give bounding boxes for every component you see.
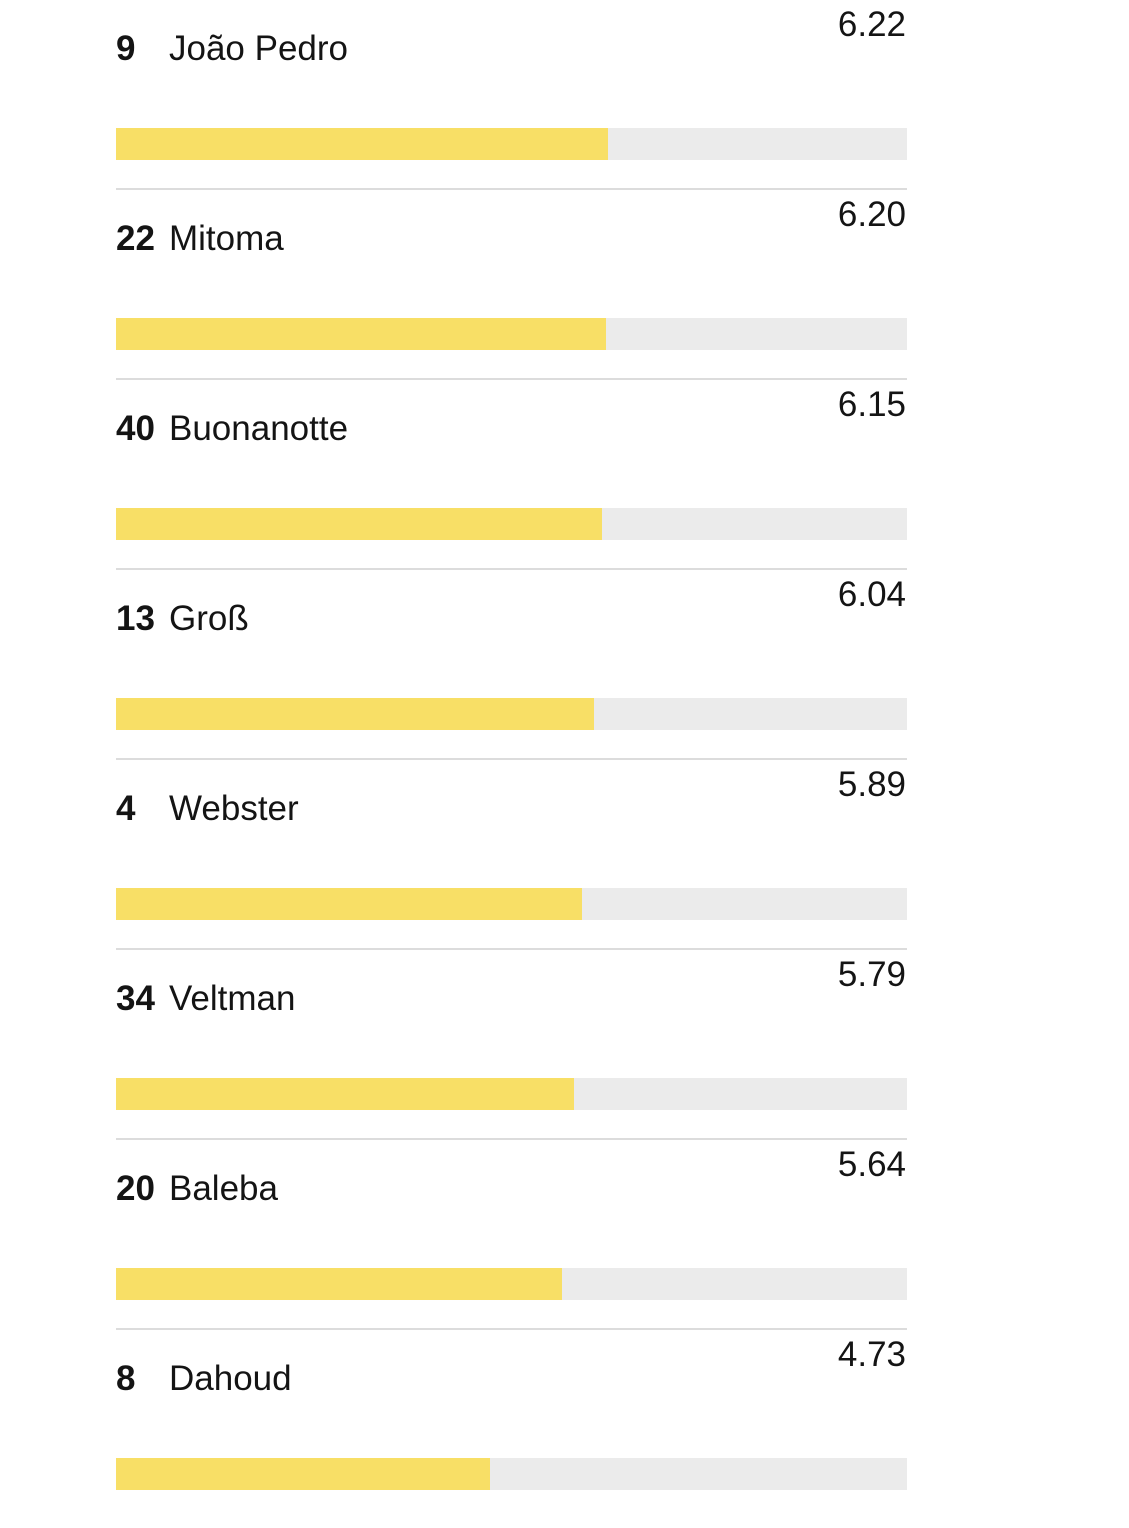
player-name: Dahoud (169, 1359, 292, 1398)
rating-bar-fill (116, 698, 594, 730)
rating-bar-track (116, 1268, 907, 1300)
rating-bar-track (116, 1458, 907, 1490)
player-name: Baleba (169, 1169, 278, 1208)
player-row: 20 Baleba 5.64 (116, 1140, 907, 1330)
average-rating: 5.79 (837, 955, 906, 994)
average-rating: 6.04 (837, 575, 906, 614)
shirt-number: 8 (116, 1359, 136, 1398)
rating-bar-fill (116, 128, 608, 160)
player-name: João Pedro (169, 29, 349, 68)
average-rating: 6.20 (837, 195, 906, 234)
rating-bar-fill (116, 1078, 574, 1110)
shirt-number: 34 (116, 979, 155, 1018)
shirt-number: 20 (116, 1169, 155, 1208)
rating-bar-fill (116, 1458, 491, 1490)
rating-bar-track (116, 888, 907, 920)
rating-bar-track (116, 698, 907, 730)
player-name: Buonanotte (169, 409, 349, 448)
rating-bar-track (116, 508, 907, 540)
player-row: 4 Webster 5.89 (116, 760, 907, 950)
rating-bar-track (116, 128, 907, 160)
rating-bar-fill (116, 888, 582, 920)
player-row: 40 Buonanotte 6.15 (116, 380, 907, 570)
average-rating: 5.89 (837, 765, 906, 804)
player-row: 8 Dahoud 4.73 (116, 1330, 907, 1520)
rating-bar-fill (116, 508, 603, 540)
average-rating: 5.64 (837, 1145, 906, 1184)
player-name: Mitoma (169, 219, 284, 258)
shirt-number: 40 (116, 409, 155, 448)
rating-bar-fill (116, 318, 607, 350)
average-rating: 6.22 (837, 5, 906, 44)
player-row: 22 Mitoma 6.20 (116, 190, 907, 380)
rating-bar-fill (116, 1268, 563, 1300)
rating-bar-track (116, 1078, 907, 1110)
shirt-number: 4 (116, 789, 136, 828)
shirt-number: 22 (116, 219, 155, 258)
player-name: Webster (169, 789, 299, 828)
rating-bar-track (116, 318, 907, 350)
player-row: 9 João Pedro 6.22 (116, 0, 907, 190)
player-name: Veltman (169, 979, 296, 1018)
average-rating: 4.73 (837, 1335, 906, 1374)
player-row: 13 Groß 6.04 (116, 570, 907, 760)
shirt-number: 9 (116, 29, 136, 68)
player-row: 34 Veltman 5.79 (116, 950, 907, 1140)
average-rating: 6.15 (837, 385, 906, 424)
player-name: Groß (169, 599, 249, 638)
shirt-number: 13 (116, 599, 155, 638)
player-ratings-list: 9 João Pedro 6.22 22 Mitoma 6.20 40 Buonano… (116, 0, 907, 1520)
